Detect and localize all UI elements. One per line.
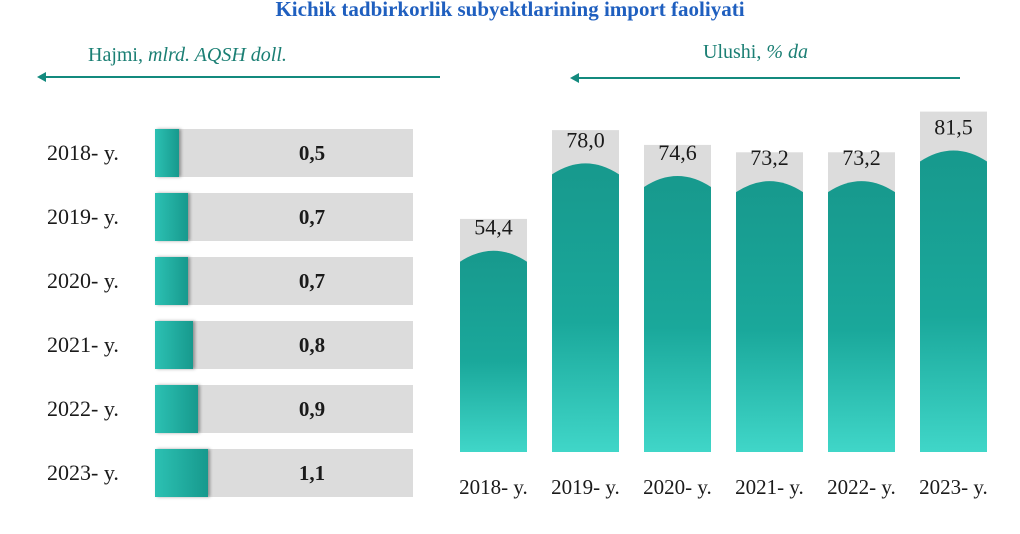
share-year-label: 2023- y.	[919, 475, 988, 499]
share-bar	[552, 163, 619, 452]
volume-bar-track	[155, 257, 413, 305]
volume-bar-track	[155, 321, 413, 369]
right-chart-label: Ulushi, % da	[703, 41, 808, 64]
share-bar	[644, 175, 711, 453]
share-year-label: 2018- y.	[459, 475, 528, 499]
left-chart-label: Hajmi, mlrd. AQSH doll.	[88, 44, 287, 67]
share-year-label: 2020- y.	[643, 475, 712, 499]
share-year-label: 2021- y.	[735, 475, 804, 499]
volume-bar-row: 2019- y. 0,7	[47, 193, 413, 241]
volume-bar-row: 2022- y. 0,9	[47, 385, 413, 433]
volume-value-label: 0,9	[298, 397, 326, 421]
volume-value-label: 1,1	[298, 461, 326, 485]
volume-bar-track	[155, 385, 413, 433]
volume-value-label: 0,5	[298, 141, 326, 165]
volume-bar-track	[155, 129, 413, 177]
right-chart-label-main: Ulushi,	[703, 41, 767, 63]
volume-bar	[155, 257, 189, 305]
volume-bar	[155, 193, 189, 241]
share-year-label: 2019- y.	[551, 475, 620, 499]
volume-bar-row: 2023- y. 1,1	[47, 449, 413, 497]
share-value-label: 73,2	[750, 145, 789, 170]
volume-bar-row: 2018- y. 0,5	[47, 129, 413, 177]
volume-bar	[155, 449, 208, 497]
share-value-label: 73,2	[842, 145, 881, 170]
volume-year-label: 2019- y.	[47, 204, 119, 229]
share-value-label: 78,0	[566, 127, 605, 152]
share-bar	[920, 150, 987, 452]
volume-value-label: 0,8	[298, 333, 326, 357]
left-chart-label-main: Hajmi,	[88, 44, 148, 66]
share-bar	[460, 250, 527, 452]
volume-bar-row: 2021- y. 0,8	[47, 321, 413, 369]
volume-bar	[155, 129, 179, 177]
volume-year-label: 2023- y.	[47, 460, 119, 485]
volume-year-label: 2020- y.	[47, 268, 119, 293]
volume-bar-track	[155, 449, 413, 497]
share-bar	[828, 181, 895, 452]
left-chart-label-unit: mlrd. AQSH doll.	[148, 44, 287, 66]
left-label-arrow	[37, 72, 440, 82]
volume-year-label: 2018- y.	[47, 140, 119, 165]
volume-value-label: 0,7	[298, 205, 326, 229]
share-year-label: 2022- y.	[827, 475, 896, 499]
right-label-arrow	[570, 73, 960, 83]
volume-value-label: 0,7	[298, 269, 326, 293]
right-chart-label-unit: % da	[766, 41, 809, 63]
volume-bar-track	[155, 193, 413, 241]
share-value-label: 81,5	[934, 114, 973, 139]
volume-bar	[155, 321, 194, 369]
chart-title: Kichik tadbirkorlik subyektlarining impo…	[275, 0, 745, 21]
volume-year-label: 2022- y.	[47, 396, 119, 421]
volume-bar-row: 2020- y. 0,7	[47, 257, 413, 305]
volume-year-label: 2021- y.	[47, 332, 119, 357]
volume-bar	[155, 385, 198, 433]
share-value-label: 74,6	[658, 140, 697, 165]
share-value-label: 54,4	[474, 215, 513, 240]
share-bar	[736, 181, 803, 452]
